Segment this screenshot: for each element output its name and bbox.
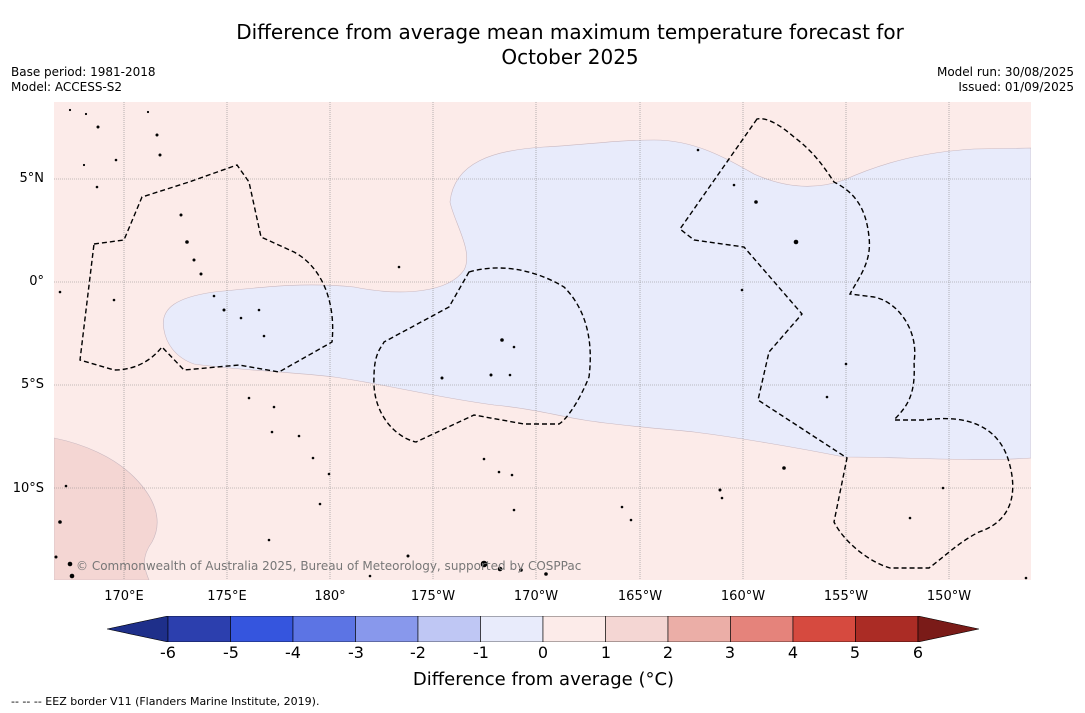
colorbar-segment <box>542 616 606 642</box>
issued-date: Issued: 01/09/2025 <box>958 80 1074 94</box>
lon-label-175w: 175°W <box>410 589 456 604</box>
meta-right: Model run: 30/08/2025 Issued: 01/09/2025 <box>937 65 1074 95</box>
colorbar-segment <box>667 616 731 642</box>
colorbar-tick: -2 <box>410 643 426 662</box>
lon-label-160w: 160°W <box>720 589 766 604</box>
colorbar-tick: 5 <box>849 643 861 662</box>
colorbar-segment <box>292 616 356 642</box>
lat-label-0: 0° <box>29 274 44 289</box>
colorbar-segment <box>855 616 919 642</box>
islands <box>54 108 1028 580</box>
colorbar-tick: -1 <box>473 643 489 662</box>
colorbar-tick: 6 <box>912 643 924 662</box>
colorbar-extend-high <box>917 616 979 642</box>
colorbar-tick: -3 <box>348 643 364 662</box>
lat-label-5n: 5°N <box>19 171 45 186</box>
model-name: Model: ACCESS-S2 <box>11 80 123 94</box>
gridlines <box>54 102 1031 580</box>
title-line-2: October 2025 <box>501 45 639 69</box>
chart-title: Difference from average mean maximum tem… <box>0 20 1085 70</box>
lon-label-165w: 165°W <box>617 589 663 604</box>
colorbar-segment <box>480 616 544 642</box>
eez-borders <box>79 117 1014 569</box>
base-period: Base period: 1981-2018 <box>11 65 156 79</box>
colorbar-segment <box>167 616 231 642</box>
model-run: Model run: 30/08/2025 <box>936 65 1074 79</box>
colorbar-tick: 4 <box>787 643 799 662</box>
colorbar-tick: 3 <box>724 643 736 662</box>
lon-label-180: 180° <box>314 589 346 604</box>
colorbar-segment <box>730 616 794 642</box>
cool-anomaly-region <box>162 139 1031 460</box>
lat-label-10s: 10°S <box>12 481 44 496</box>
meta-left: Base period: 1981-2018 Model: ACCESS-S2 <box>11 65 156 95</box>
lat-label-5s: 5°S <box>20 377 44 392</box>
colorbar-segment <box>605 616 669 642</box>
warm-anomaly-region <box>54 437 158 580</box>
map-credit: © Commonwealth of Australia 2025, Bureau… <box>76 559 581 573</box>
lon-label-170w: 170°W <box>513 589 559 604</box>
colorbar <box>107 616 979 642</box>
colorbar-tick: 1 <box>600 643 612 662</box>
colorbar-title: Difference from average (°C) <box>412 669 675 690</box>
colorbar-segment <box>792 616 856 642</box>
colorbar-tick: 0 <box>537 643 549 662</box>
colorbar-segment <box>355 616 419 642</box>
colorbar-segment <box>417 616 481 642</box>
eez-footnote: -- -- -- EEZ border V11 (Flanders Marine… <box>11 695 320 708</box>
title-line-1: Difference from average mean maximum tem… <box>236 20 904 44</box>
lon-label-150w: 150°W <box>926 589 972 604</box>
colorbar-tick: -6 <box>160 643 176 662</box>
lon-label-170e: 170°E <box>104 589 144 604</box>
colorbar-tick: -5 <box>223 643 239 662</box>
colorbar-tick: -4 <box>285 643 301 662</box>
lon-label-155w: 155°W <box>823 589 869 604</box>
colorbar-tick: 2 <box>662 643 674 662</box>
lon-label-175e: 175°E <box>207 589 247 604</box>
forecast-map: © Commonwealth of Australia 2025, Bureau… <box>54 102 1031 580</box>
colorbar-extend-low <box>107 616 169 642</box>
colorbar-segment <box>230 616 294 642</box>
colorbar-segments <box>107 616 979 642</box>
